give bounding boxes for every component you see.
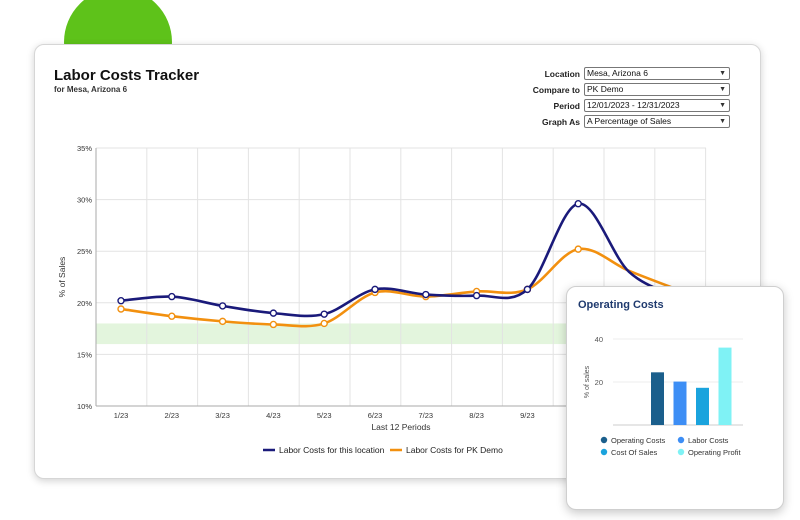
x-tick-label: 5/23 — [317, 411, 332, 420]
x-tick-label: 7/23 — [418, 411, 433, 420]
compare-value: PK Demo — [587, 84, 624, 94]
page-subtitle: for Mesa, Arizona 6 — [54, 85, 128, 94]
chevron-down-icon: ▼ — [719, 86, 726, 93]
y-tick-label: 15% — [77, 350, 92, 359]
y-axis-title: % of sales — [584, 365, 591, 398]
operating-costs-popup: Operating Costs 20 40 % of sales Operating … — [566, 286, 784, 510]
period-label: Period — [553, 100, 580, 111]
graph-as-value: A Percentage of Sales — [587, 116, 672, 126]
period-control: Period 12/01/2023 - 12/31/2023 ▼ — [554, 99, 730, 112]
compare-select[interactable]: PK Demo ▼ — [584, 83, 730, 96]
graph-as-label: Graph As — [542, 116, 580, 127]
legend-label: Labor Costs for this location — [279, 445, 385, 455]
data-point — [574, 245, 582, 253]
x-axis-title: Last 12 Periods — [371, 422, 430, 432]
bar — [651, 372, 664, 425]
graph-as-select[interactable]: A Percentage of Sales ▼ — [584, 115, 730, 128]
y-axis-title: % of Sales — [57, 257, 67, 298]
y-tick-label: 20% — [77, 299, 92, 308]
y-tick-label: 30% — [77, 196, 92, 205]
legend-label: Cost Of Sales — [611, 448, 658, 457]
x-tick-label: 8/23 — [469, 411, 484, 420]
data-point — [269, 309, 278, 317]
location-label: Location — [544, 68, 580, 79]
chevron-down-icon: ▼ — [719, 118, 726, 125]
chevron-down-icon: ▼ — [719, 70, 726, 77]
data-point — [218, 302, 227, 310]
legend-label: Operating Costs — [611, 436, 665, 445]
data-point — [168, 292, 176, 301]
x-tick-label: 4/23 — [266, 411, 281, 420]
legend-label: Labor Costs for PK Demo — [406, 445, 503, 455]
location-select[interactable]: Mesa, Arizona 6 ▼ — [584, 67, 730, 80]
operating-costs-bar-chart: 20 40 % of sales Operating Costs Labor Costs… — [584, 335, 743, 457]
period-select[interactable]: 12/01/2023 - 12/31/2023 ▼ — [584, 99, 730, 112]
data-point — [168, 312, 176, 320]
data-point — [117, 305, 125, 313]
popup-title: Operating Costs — [578, 299, 664, 311]
y-tick-label: 35% — [77, 144, 92, 153]
period-value: 12/01/2023 - 12/31/2023 — [587, 100, 680, 110]
y-tick-label: 20 — [595, 378, 603, 387]
legend-swatch — [600, 448, 608, 456]
bar — [673, 381, 687, 425]
data-point — [472, 291, 481, 300]
data-point — [523, 285, 532, 294]
legend-swatch — [677, 436, 685, 444]
location-control: Location Mesa, Arizona 6 ▼ — [545, 67, 730, 80]
x-tick-label: 1/23 — [114, 411, 129, 420]
legend-swatch — [677, 448, 685, 456]
x-tick-label: 6/23 — [368, 411, 383, 420]
x-tick-label: 2/23 — [164, 411, 179, 420]
x-tick-label: 3/23 — [215, 411, 230, 420]
compare-control: Compare to PK Demo ▼ — [533, 83, 730, 96]
location-value: Mesa, Arizona 6 — [587, 68, 648, 78]
data-point — [269, 320, 278, 329]
chevron-down-icon: ▼ — [719, 102, 726, 109]
data-point — [117, 297, 125, 305]
y-tick-label: 40 — [595, 335, 603, 344]
y-tick-label: 10% — [77, 402, 92, 411]
x-tick-label: 9/23 — [520, 411, 535, 420]
page-title: Labor Costs Tracker — [54, 67, 200, 84]
data-point — [422, 290, 430, 299]
data-point — [574, 200, 582, 208]
bar — [696, 387, 709, 425]
data-point — [371, 285, 379, 294]
data-point — [218, 317, 227, 326]
compare-label: Compare to — [532, 84, 580, 95]
data-point — [320, 319, 328, 328]
legend-label: Labor Costs — [688, 436, 729, 445]
legend-swatch — [600, 436, 608, 444]
legend-label: Operating Profit — [688, 448, 741, 457]
graph-as-control: Graph As A Percentage of Sales ▼ — [542, 115, 730, 128]
y-tick-label: 25% — [77, 247, 92, 256]
bar — [718, 347, 732, 425]
data-point — [320, 310, 328, 318]
